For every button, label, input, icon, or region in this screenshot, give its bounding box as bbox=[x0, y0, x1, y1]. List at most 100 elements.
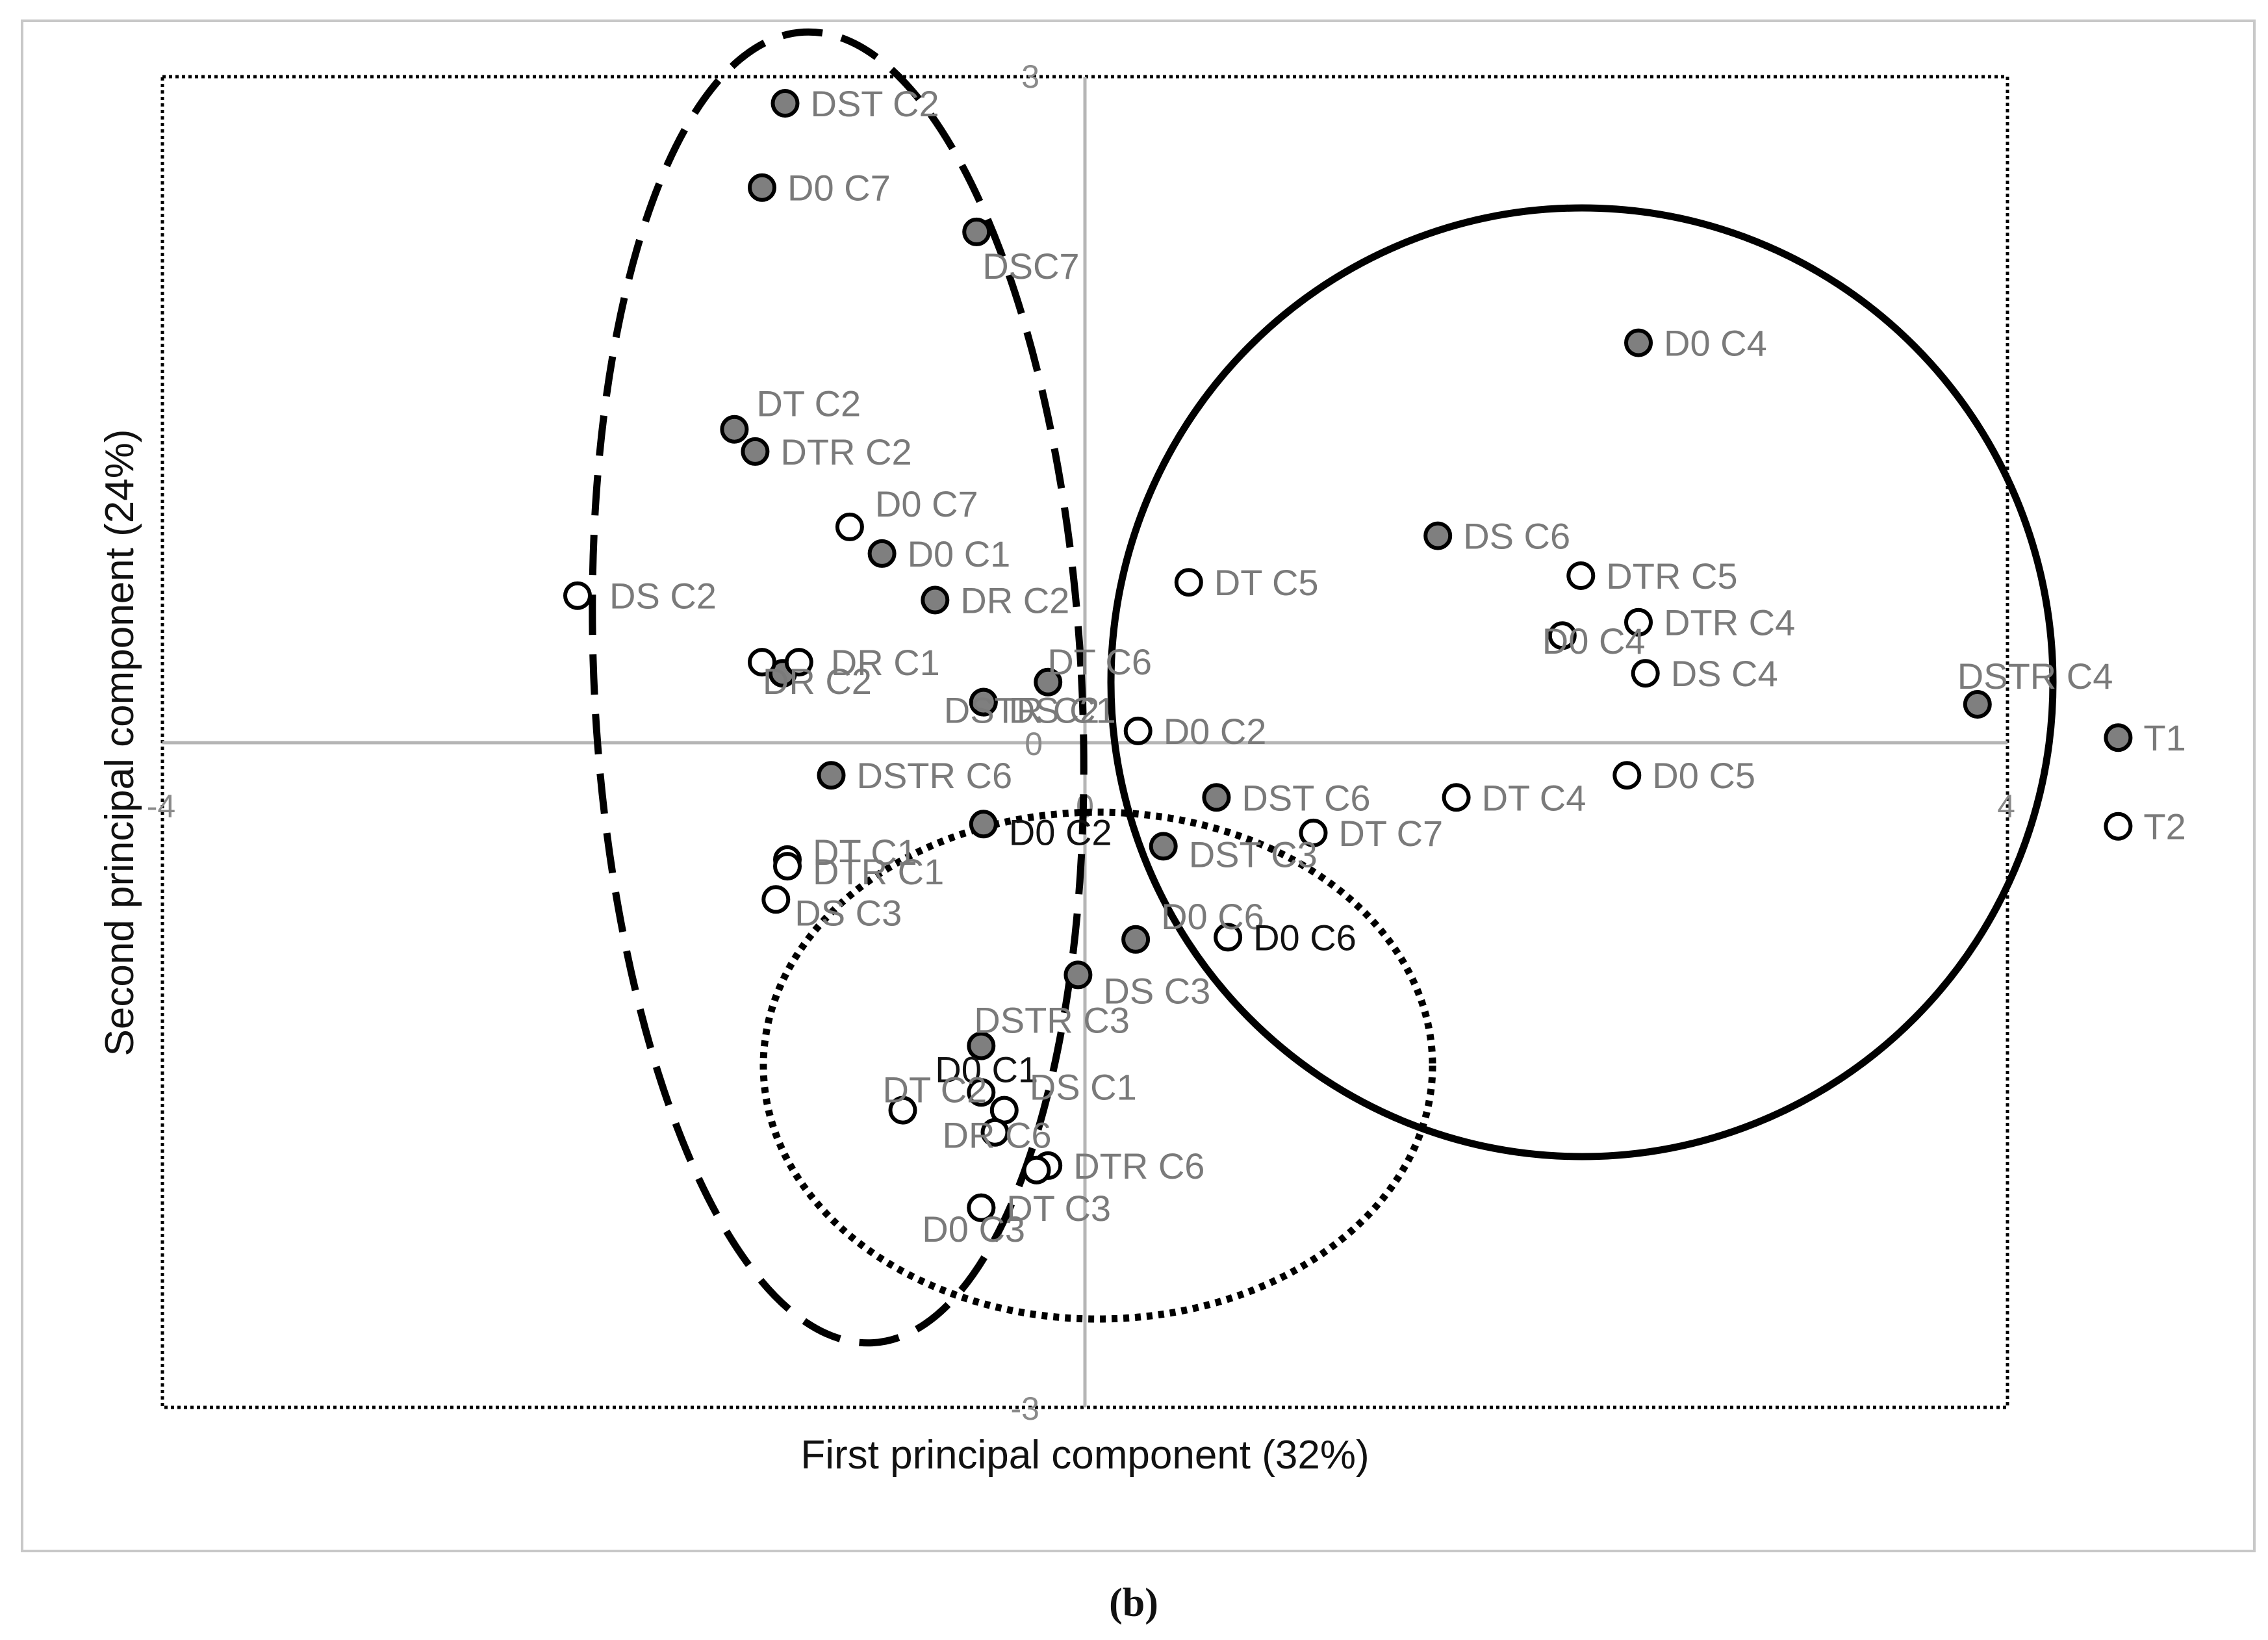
x-tick-label-min: -4 bbox=[147, 788, 175, 825]
data-point-open-21 bbox=[980, 1118, 1010, 1147]
point-label-open-16: DS C3 bbox=[795, 892, 902, 933]
y-tick-label-min: -3 bbox=[1011, 1390, 1039, 1427]
data-point-open-6 bbox=[1631, 659, 1660, 688]
data-point-filled-15 bbox=[817, 761, 846, 790]
point-label-open-18: D0 C1 bbox=[935, 1049, 1038, 1090]
data-point-filled-19 bbox=[1121, 925, 1151, 954]
group-ellipse-dashed bbox=[589, 28, 1088, 1347]
point-label-filled-12: DS C1 bbox=[1009, 690, 1116, 731]
data-point-filled-14 bbox=[2104, 723, 2133, 752]
point-label-filled-4: DT C2 bbox=[756, 383, 861, 424]
data-point-open-15 bbox=[773, 852, 802, 881]
data-point-open-23 bbox=[1022, 1155, 1051, 1185]
data-point-open-16 bbox=[761, 885, 791, 914]
point-label-open-6: DS C4 bbox=[1671, 653, 1778, 694]
data-point-filled-16 bbox=[969, 810, 998, 839]
group-ellipse-solid bbox=[1107, 204, 2057, 1160]
point-label-filled-0: DST C2 bbox=[811, 83, 939, 124]
data-point-open-0 bbox=[835, 512, 864, 541]
y-axis-title: Second principal component (24%) bbox=[97, 429, 142, 1057]
point-label-open-11: D0 C5 bbox=[1652, 755, 1755, 796]
data-point-filled-20 bbox=[1064, 960, 1093, 990]
data-point-open-11 bbox=[1612, 761, 1642, 790]
data-point-open-25 bbox=[967, 1193, 996, 1222]
point-label-open-22: DTR C6 bbox=[1073, 1146, 1204, 1186]
point-label-open-3: DTR C5 bbox=[1606, 556, 1737, 596]
data-point-open-18 bbox=[967, 1078, 996, 1107]
data-point-open-7 bbox=[748, 648, 776, 677]
point-label-open-17: D0 C6 bbox=[1253, 917, 1357, 958]
figure-frame bbox=[21, 19, 2256, 1552]
point-label-filled-18: DST C3 bbox=[1189, 834, 1318, 875]
x-tick-label-max: 4 bbox=[1997, 788, 2015, 825]
point-label-open-20: DT C2 bbox=[883, 1070, 987, 1110]
data-point-open-9 bbox=[1123, 716, 1153, 745]
data-point-open-1 bbox=[563, 581, 592, 610]
point-label-filled-21: DSTR C3 bbox=[974, 1000, 1130, 1041]
point-label-filled-17: DST C6 bbox=[1242, 777, 1370, 818]
point-label-filled-1: D0 C7 bbox=[787, 168, 891, 209]
data-point-open-10 bbox=[2104, 812, 2133, 841]
data-point-filled-13 bbox=[1963, 690, 1992, 719]
point-label-filled-7: DS C6 bbox=[1463, 516, 1570, 557]
data-point-open-12 bbox=[1442, 783, 1471, 812]
point-label-open-4: DTR C4 bbox=[1664, 602, 1795, 643]
point-label-open-24: DT C3 bbox=[1006, 1188, 1111, 1229]
data-point-open-5 bbox=[1548, 621, 1577, 650]
data-point-filled-2 bbox=[962, 217, 991, 246]
point-label-open-13: DT C7 bbox=[1338, 813, 1443, 854]
data-point-filled-17 bbox=[1202, 783, 1231, 812]
y-tick-label-zero: 0 bbox=[1025, 726, 1043, 762]
point-label-open-2: DT C5 bbox=[1214, 562, 1319, 603]
point-label-open-19: DS C1 bbox=[1030, 1067, 1137, 1108]
data-point-filled-1 bbox=[748, 173, 776, 202]
point-label-filled-10: DT C6 bbox=[1047, 641, 1152, 682]
point-label-filled-15: DSTR C6 bbox=[857, 755, 1013, 796]
point-label-filled-8: DR C2 bbox=[960, 580, 1069, 621]
data-point-filled-3 bbox=[1624, 328, 1653, 357]
point-label-open-5: D0 C4 bbox=[1542, 621, 1646, 661]
data-point-filled-18 bbox=[1149, 832, 1178, 861]
point-label-filled-20: DS C3 bbox=[1103, 970, 1210, 1011]
point-label-filled-16: D0 C2 bbox=[1009, 812, 1112, 852]
point-label-filled-6: D0 C1 bbox=[908, 533, 1011, 574]
point-label-filled-11: DSTR C2 bbox=[944, 690, 1100, 731]
x-axis-title: First principal component (32%) bbox=[800, 1433, 1369, 1478]
point-label-open-0: D0 C7 bbox=[875, 483, 978, 524]
data-point-filled-10 bbox=[1034, 667, 1063, 697]
point-label-filled-13: DSTR C4 bbox=[1957, 656, 2113, 697]
point-label-open-25: D0 C3 bbox=[922, 1209, 1025, 1249]
point-label-open-1: DS C2 bbox=[609, 576, 717, 617]
point-label-open-10: T2 bbox=[2143, 806, 2185, 847]
data-point-filled-7 bbox=[1423, 521, 1453, 550]
point-label-filled-14: T1 bbox=[2143, 717, 2185, 758]
data-point-open-2 bbox=[1174, 568, 1203, 597]
point-label-filled-2: DSC7 bbox=[982, 246, 1079, 287]
point-label-open-12: DT C4 bbox=[1482, 777, 1586, 818]
point-label-filled-5: DTR C2 bbox=[780, 431, 911, 472]
point-label-open-15: DTR C1 bbox=[813, 851, 944, 892]
point-label-open-21: DR C6 bbox=[943, 1115, 1052, 1156]
data-point-open-4 bbox=[1624, 608, 1653, 637]
point-label-open-14: DT C1 bbox=[813, 832, 917, 873]
point-label-filled-9: DR C2 bbox=[763, 661, 872, 702]
data-point-open-20 bbox=[888, 1095, 917, 1125]
point-label-filled-3: D0 C4 bbox=[1664, 323, 1767, 364]
data-point-filled-0 bbox=[771, 89, 800, 118]
group-ellipse-dotted bbox=[759, 808, 1436, 1323]
data-points bbox=[563, 89, 2133, 1222]
point-label-open-8: DR C1 bbox=[831, 642, 940, 683]
data-point-filled-6 bbox=[867, 539, 897, 568]
data-point-open-17 bbox=[1214, 923, 1243, 952]
y-tick-label-max: 3 bbox=[1021, 58, 1039, 95]
data-point-filled-5 bbox=[741, 437, 770, 466]
point-label-open-9: D0 C2 bbox=[1164, 711, 1267, 752]
figure-caption: (b) bbox=[1109, 1581, 1158, 1625]
data-point-open-3 bbox=[1566, 561, 1596, 590]
data-point-filled-8 bbox=[921, 585, 950, 615]
data-point-open-13 bbox=[1299, 818, 1328, 847]
data-point-filled-12 bbox=[969, 687, 998, 717]
data-point-filled-4 bbox=[720, 415, 749, 444]
